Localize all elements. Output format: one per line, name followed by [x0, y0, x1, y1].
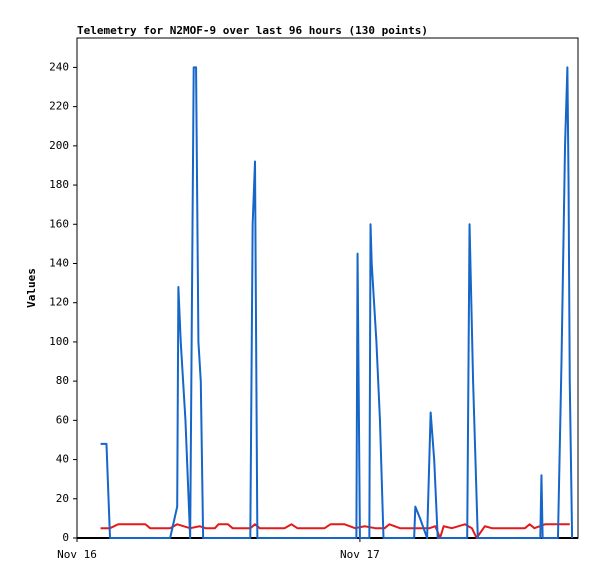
y-tick-label: 0	[62, 531, 69, 544]
y-tick-label: 160	[49, 217, 69, 230]
series-line	[100, 523, 570, 539]
y-axis-label: Values	[25, 268, 38, 308]
y-tick-label: 40	[56, 453, 69, 466]
y-tick-label: 240	[49, 60, 69, 73]
y-tick-label: 100	[49, 335, 69, 348]
y-tick-label: 220	[49, 100, 69, 113]
y-tick-label: 120	[49, 296, 69, 309]
y-tick-label: 20	[56, 492, 69, 505]
y-tick-label: 80	[56, 374, 69, 387]
y-tick-label: 180	[49, 178, 69, 191]
y-tick-label: 60	[56, 413, 69, 426]
series-line	[100, 66, 574, 539]
x-tick-label: Nov 17	[340, 548, 380, 561]
y-tick-label: 200	[49, 139, 69, 152]
x-tick-label: Nov 16	[57, 548, 97, 561]
chart-title: Telemetry for N2MOF-9 over last 96 hours…	[77, 24, 428, 37]
y-tick-label: 140	[49, 256, 69, 269]
